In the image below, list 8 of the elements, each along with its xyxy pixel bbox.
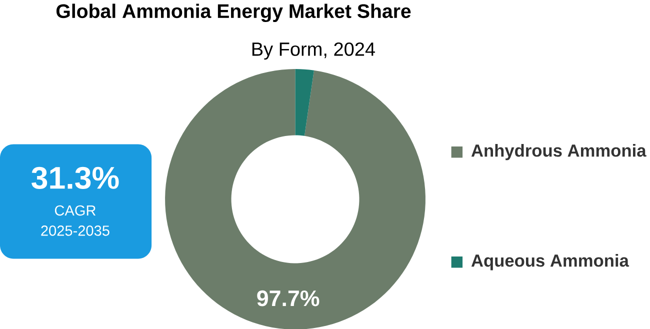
legend-label: Anhydrous Ammonia [471, 144, 646, 160]
chart-title: Global Ammonia Energy Market Share [56, 3, 411, 22]
data-label: 97.7% [257, 290, 320, 306]
chart-subtitle: By Form, 2024 [252, 42, 375, 60]
text: CAGR [54, 205, 96, 216]
text: 2025-2035 [41, 225, 110, 236]
legend-label: Aqueous Ammonia [471, 254, 630, 270]
text: 31.3% [32, 166, 119, 189]
